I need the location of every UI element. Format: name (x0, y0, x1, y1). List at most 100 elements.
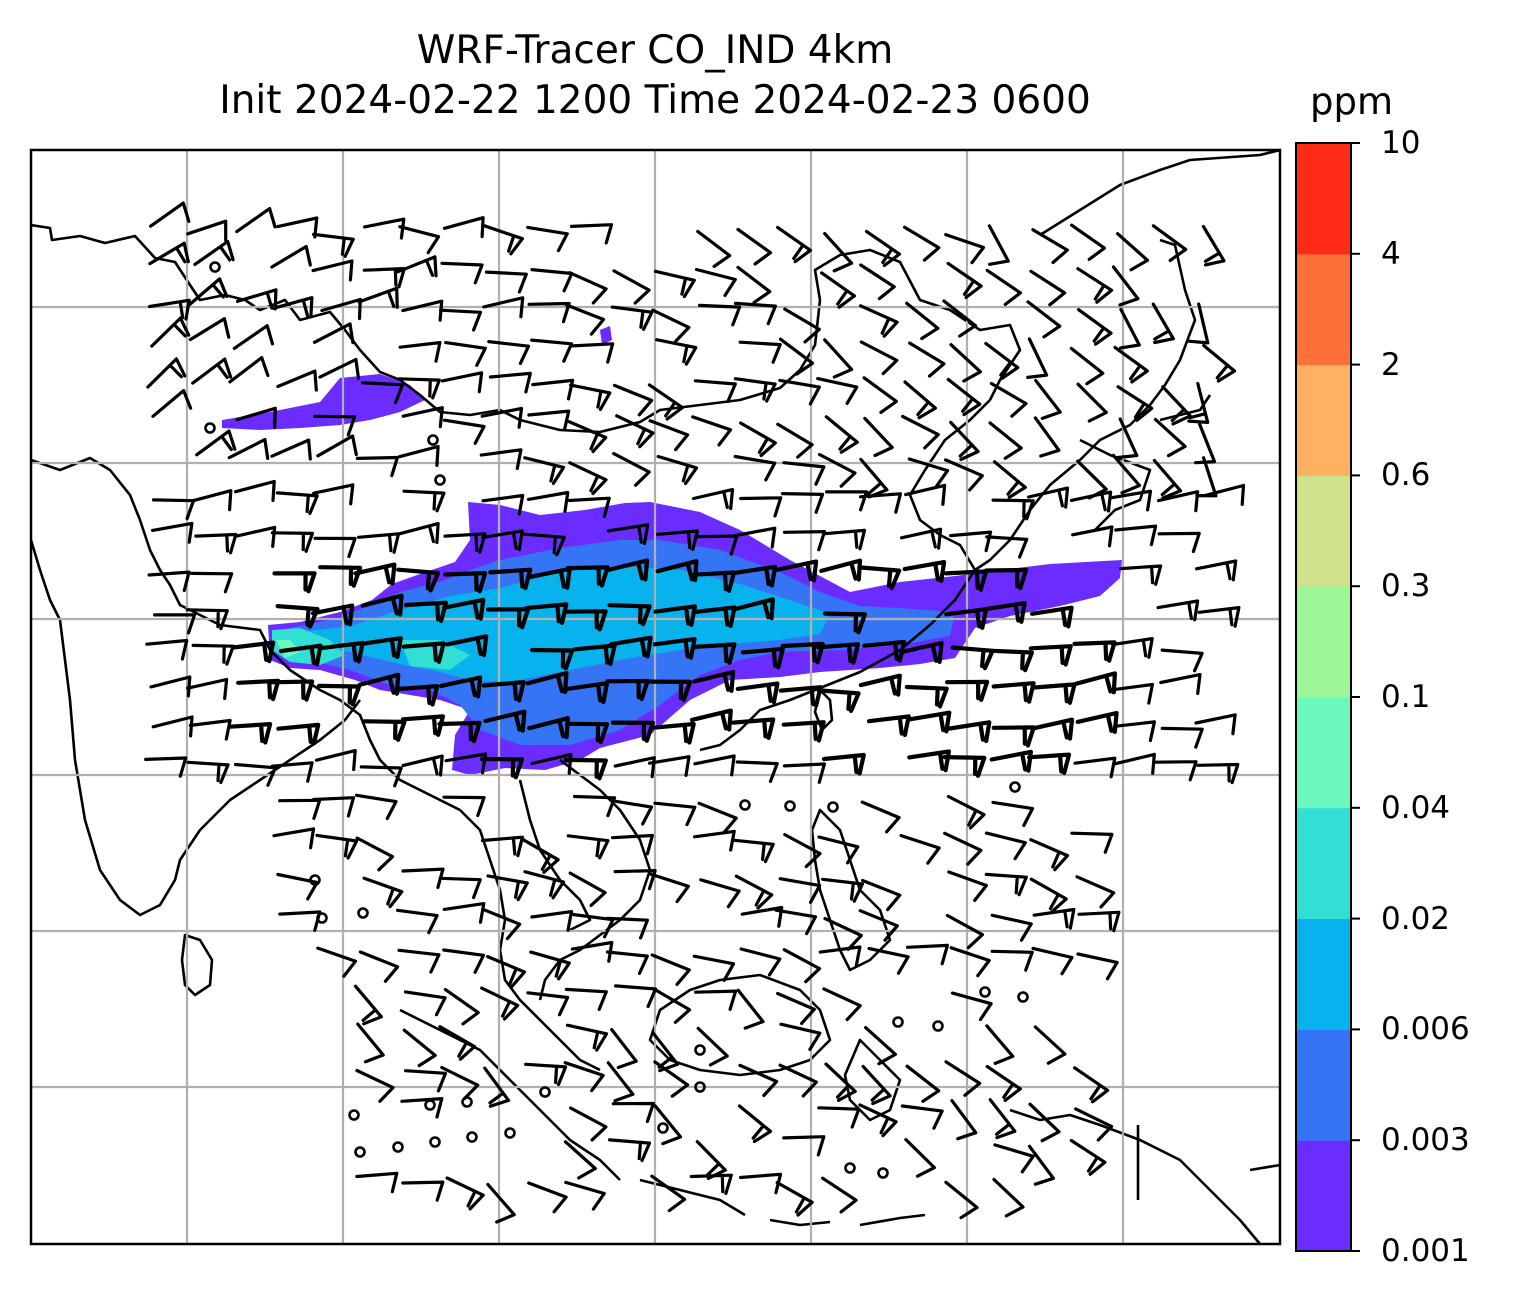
calm-wind-marker (424, 1099, 436, 1111)
wind-barb (147, 570, 191, 593)
wind-barb (479, 756, 525, 780)
wind-barb (1034, 378, 1062, 420)
wind-barb (610, 305, 654, 331)
wind-barb (355, 455, 399, 478)
wind-barb (488, 371, 532, 394)
wind-barb (355, 1068, 395, 1103)
wind-barb (276, 369, 318, 392)
wind-barb (1073, 756, 1117, 779)
wind-barb (1073, 1066, 1110, 1104)
wind-barb (733, 526, 777, 549)
wind-barb (190, 571, 234, 594)
calm-wind-marker (434, 474, 446, 486)
wind-barb (907, 749, 951, 773)
wind-barb (905, 301, 940, 341)
wind-barb (695, 534, 739, 556)
wind-barb (443, 988, 480, 1026)
colorbar-segment (1296, 586, 1351, 698)
wind-barb (404, 1069, 448, 1093)
wind-barb (947, 870, 988, 902)
wind-barb (1202, 343, 1237, 383)
wind-barb (1029, 269, 1067, 307)
wind-barb (905, 943, 949, 966)
wind-barb (774, 908, 818, 936)
wind-barb (1070, 223, 1106, 261)
wind-barb (442, 902, 486, 924)
wind-barb (692, 954, 736, 982)
wind-barb (693, 754, 736, 777)
wind-barb (864, 1026, 897, 1066)
wind-barb (271, 296, 314, 319)
wind-barb (817, 835, 860, 865)
wind-barb (612, 269, 651, 305)
wind-barb (524, 602, 569, 625)
wind-barb (736, 988, 765, 1030)
wind-barb (445, 1176, 485, 1211)
wind-barb (235, 207, 277, 234)
wind-barb (988, 421, 1023, 460)
wind-barb (568, 871, 607, 907)
wind-barb (817, 1106, 861, 1129)
wind-barb (1028, 644, 1073, 667)
wind-barb (270, 761, 314, 783)
wind-barb (526, 490, 570, 513)
wind-barb (1029, 838, 1070, 872)
map-frame (29, 148, 1282, 1246)
colorbar-tick-label: 0.02 (1381, 900, 1451, 937)
wind-barb (275, 491, 319, 515)
wind-barb (860, 800, 901, 834)
wind-barb (565, 1023, 609, 1052)
colorbar-tick-label: 4 (1381, 235, 1401, 272)
wind-barb (150, 521, 194, 544)
wind-barb (987, 224, 1010, 266)
wind-barb (481, 529, 524, 552)
wind-barb (1196, 762, 1240, 785)
wind-barb (904, 1138, 936, 1178)
wind-barb (488, 567, 533, 591)
wind-barb (528, 566, 572, 590)
wind-barb (991, 800, 1035, 828)
wind-barb (739, 496, 783, 518)
wind-barb (487, 340, 531, 365)
wind-barb (647, 383, 684, 421)
wind-barb (1197, 606, 1241, 628)
wind-barb (530, 910, 574, 932)
wind-barb (1113, 345, 1149, 384)
wind-barb (278, 798, 322, 820)
wind-barb (1194, 713, 1237, 736)
wind-barb (949, 420, 980, 462)
wind-barb (276, 872, 319, 901)
wind-barb (698, 303, 742, 327)
wind-barb (653, 604, 697, 627)
wind-barb (153, 613, 197, 635)
wind-barb (1032, 907, 1076, 930)
wind-barb (402, 489, 446, 513)
wind-barb (944, 458, 984, 492)
wind-barb (1111, 637, 1154, 659)
wind-barb (272, 571, 317, 594)
wind-barb (816, 377, 859, 405)
wind-barb (1116, 385, 1154, 422)
colorbar-tick-label: 10 (1381, 125, 1421, 161)
wind-barb (612, 383, 654, 417)
coast-north-asia (31, 223, 1022, 434)
colorbar-tick-label: 0.6 (1381, 457, 1431, 494)
colorbar-segment (1296, 143, 1351, 255)
wind-barb (400, 714, 445, 737)
wind-barb (397, 522, 440, 545)
wind-barb (733, 377, 777, 403)
wind-barb (816, 642, 861, 665)
wind-barb (900, 640, 944, 664)
wind-barb (316, 946, 358, 978)
calm-wind-marker (877, 1167, 889, 1179)
wind-barb (486, 607, 531, 630)
wind-barb (401, 754, 444, 777)
wind-barb (479, 448, 523, 470)
wind-barb (1027, 1144, 1055, 1186)
wind-barb (697, 801, 738, 835)
wind-barb (270, 438, 312, 461)
calm-wind-marker (892, 1016, 904, 1028)
wind-barb (440, 371, 484, 394)
wind-barb (907, 457, 950, 488)
wind-barb (1027, 486, 1070, 509)
